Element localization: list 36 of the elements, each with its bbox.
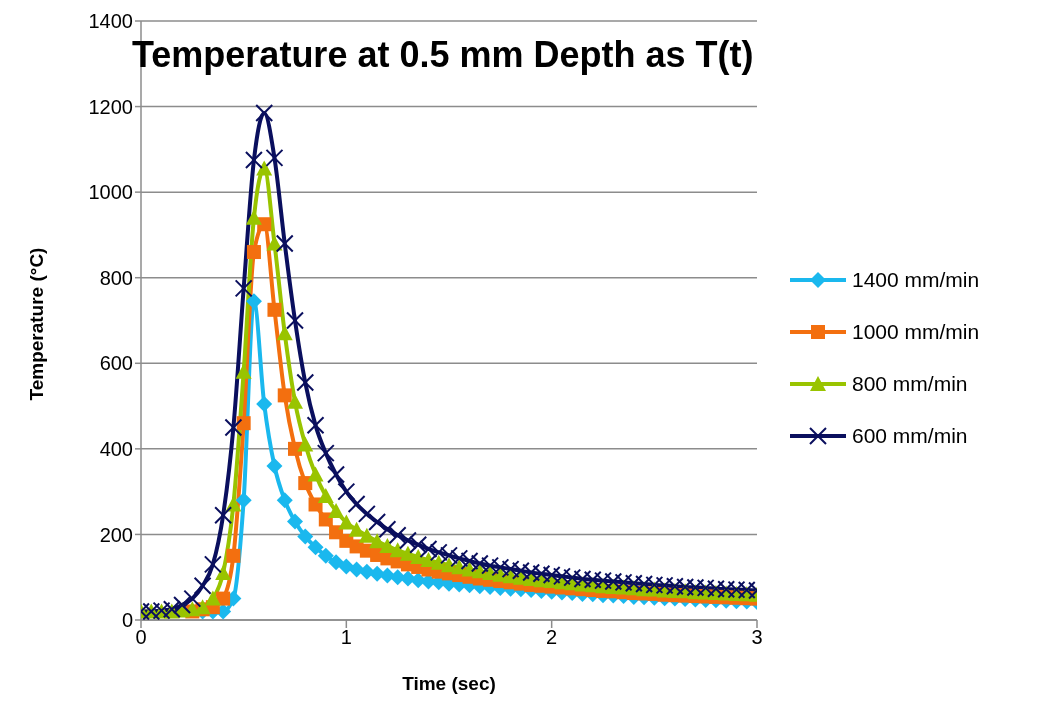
y-tick-label: 400 bbox=[99, 437, 133, 460]
x-tick-label: 0 bbox=[135, 626, 147, 649]
point bbox=[236, 416, 251, 431]
x-tick-label: 3 bbox=[751, 626, 763, 649]
point bbox=[256, 395, 273, 412]
y-tick-label: 1000 bbox=[88, 181, 133, 204]
x-tick-label: 2 bbox=[546, 626, 558, 649]
legend-label: 600 mm/min bbox=[852, 424, 968, 448]
y-tick-label: 1200 bbox=[88, 95, 133, 118]
y-tick-label: 1400 bbox=[88, 10, 133, 33]
legend-label: 800 mm/min bbox=[852, 372, 968, 396]
point bbox=[307, 539, 324, 556]
point bbox=[317, 547, 334, 564]
point bbox=[246, 245, 261, 260]
y-tick-label: 800 bbox=[99, 266, 133, 289]
legend-label: 1000 mm/min bbox=[852, 320, 980, 344]
y-tick-label: 600 bbox=[99, 352, 133, 375]
point bbox=[338, 558, 355, 575]
point bbox=[245, 293, 262, 310]
point bbox=[276, 492, 293, 509]
point bbox=[287, 513, 303, 530]
y-tick-label: 200 bbox=[99, 523, 133, 546]
y-axis-title: Temperature (°C) bbox=[25, 247, 47, 401]
legend-label: 1400 mm/min bbox=[852, 268, 980, 292]
chart-title: Temperature at 0.5 mm Depth as T(t) bbox=[132, 34, 754, 75]
point bbox=[267, 302, 282, 317]
point bbox=[226, 548, 241, 563]
point bbox=[235, 492, 252, 509]
x-tick-label: 1 bbox=[340, 626, 352, 649]
y-tick-label: 0 bbox=[121, 609, 133, 632]
point bbox=[277, 388, 292, 403]
point bbox=[328, 554, 345, 571]
point bbox=[266, 457, 283, 474]
point bbox=[298, 476, 313, 491]
point bbox=[297, 528, 314, 545]
x-axis-title: Time (sec) bbox=[402, 673, 496, 694]
